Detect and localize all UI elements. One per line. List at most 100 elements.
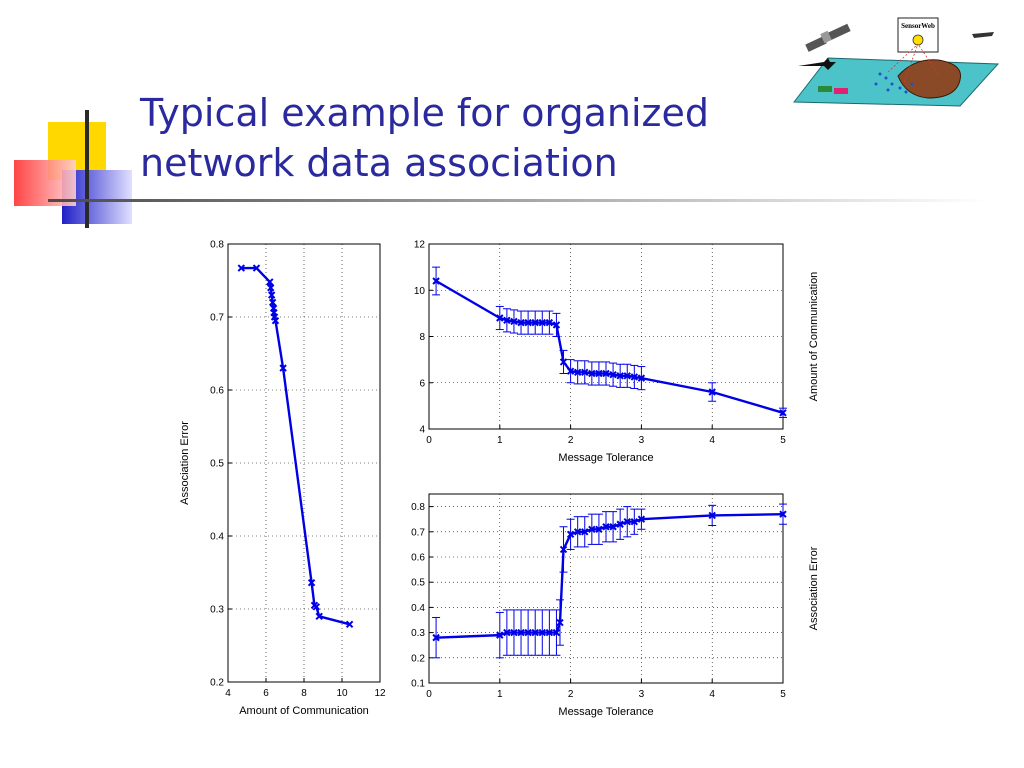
small-plane-icon: [972, 32, 994, 38]
accent-red-square: [14, 160, 76, 206]
x-tick-label: 4: [225, 688, 231, 699]
data-point: [623, 372, 631, 380]
data-point: [559, 545, 568, 554]
data-point: [637, 374, 646, 382]
y-tick-label: 4: [419, 425, 425, 436]
x-tick-label: 12: [374, 688, 386, 699]
data-point: [609, 370, 617, 379]
data-point: [510, 317, 518, 326]
y-tick-label: 0.3: [210, 605, 224, 616]
x-tick-label: 2: [568, 435, 574, 446]
data-point: [595, 525, 603, 533]
data-point: [616, 520, 624, 528]
y-tick-label: 0.7: [210, 313, 224, 324]
data-point: [524, 628, 532, 637]
data-point: [573, 528, 582, 536]
y-tick-label: 0.4: [411, 603, 425, 614]
y-tick-label: 12: [414, 240, 426, 251]
y-tick-label: 10: [414, 286, 426, 297]
data-point: [595, 369, 603, 378]
signal-lines: [887, 43, 939, 83]
data-point: [556, 618, 564, 627]
sensorweb-label: SensorWeb: [901, 22, 935, 30]
y-tick-label: 0.5: [210, 459, 224, 470]
data-point: [496, 314, 504, 322]
data-point: [708, 511, 716, 520]
data-point: [510, 628, 518, 637]
x-tick-label: 1: [497, 435, 503, 446]
data-point: [609, 523, 617, 531]
data-point: [252, 264, 261, 272]
data-point: [531, 318, 539, 327]
data-point: [279, 364, 287, 372]
data-point: [271, 316, 280, 325]
data-point: [307, 579, 316, 587]
data-point: [779, 409, 787, 417]
data-point: [538, 318, 546, 327]
y-tick-label: 0.7: [411, 527, 425, 538]
data-point: [630, 373, 639, 381]
data-point: [538, 628, 546, 637]
x-axis-label: Message Tolerance: [558, 452, 653, 464]
data-point: [573, 368, 582, 377]
x-tick-label: 0: [426, 689, 432, 700]
y-tick-label: 0.2: [411, 653, 425, 664]
data-point: [237, 264, 246, 272]
y-tick-label: 0.8: [210, 240, 224, 251]
slide-title-line-2: network data association: [140, 141, 618, 185]
x-tick-label: 1: [497, 689, 503, 700]
data-point: [581, 368, 589, 377]
y-tick-label: 0.5: [411, 578, 425, 589]
data-point: [432, 277, 440, 285]
y-tick-label: 0.1: [411, 679, 425, 690]
x-axis-label: Amount of Communication: [239, 705, 369, 717]
data-point: [637, 515, 646, 523]
terrain-shape: [897, 59, 962, 99]
sensorweb-illustration: SensorWeb: [793, 17, 1000, 107]
data-point: [267, 284, 275, 292]
y-tick-label: 0.4: [210, 532, 224, 543]
data-point: [566, 367, 575, 375]
y-tick-label: 0.3: [411, 628, 425, 639]
data-point: [517, 628, 525, 637]
data-point: [708, 388, 716, 396]
data-point: [503, 628, 511, 637]
x-tick-label: 4: [709, 689, 715, 700]
data-point: [779, 510, 787, 518]
data-point: [566, 530, 575, 539]
data-point: [315, 612, 323, 621]
accent-vertical-bar: [85, 110, 89, 228]
data-point: [517, 318, 525, 327]
x-tick-label: 5: [780, 435, 786, 446]
data-point: [623, 518, 631, 526]
y-axis-label: Amount of Communication: [808, 272, 820, 402]
x-tick-label: 8: [301, 688, 307, 699]
slide-title-line-1: Typical example for organized: [140, 91, 709, 135]
data-point: [531, 628, 539, 637]
data-point: [588, 525, 596, 533]
data-point: [559, 358, 568, 366]
lightbulb-icon: [912, 34, 924, 46]
x-tick-label: 2: [568, 689, 574, 700]
data-point: [496, 631, 504, 639]
y-axis-label: Association Error: [808, 546, 820, 630]
title-rule: [48, 199, 988, 202]
data-point: [545, 628, 554, 637]
data-point: [545, 318, 554, 327]
data-point: [524, 318, 532, 327]
y-tick-label: 0.6: [411, 553, 425, 564]
data-point: [268, 298, 277, 307]
data-point: [616, 372, 624, 380]
map-green-patch: [818, 86, 832, 92]
x-tick-label: 10: [336, 688, 348, 699]
aircraft-icon: [798, 58, 836, 70]
y-tick-label: 0.6: [210, 386, 224, 397]
x-tick-label: 0: [426, 435, 432, 446]
slide-decoration: [14, 110, 988, 228]
satellite-icon: [805, 23, 851, 52]
x-tick-label: 3: [639, 689, 645, 700]
data-point: [267, 291, 276, 299]
data-point: [552, 321, 561, 329]
data-point: [432, 633, 440, 642]
data-point: [552, 628, 561, 637]
